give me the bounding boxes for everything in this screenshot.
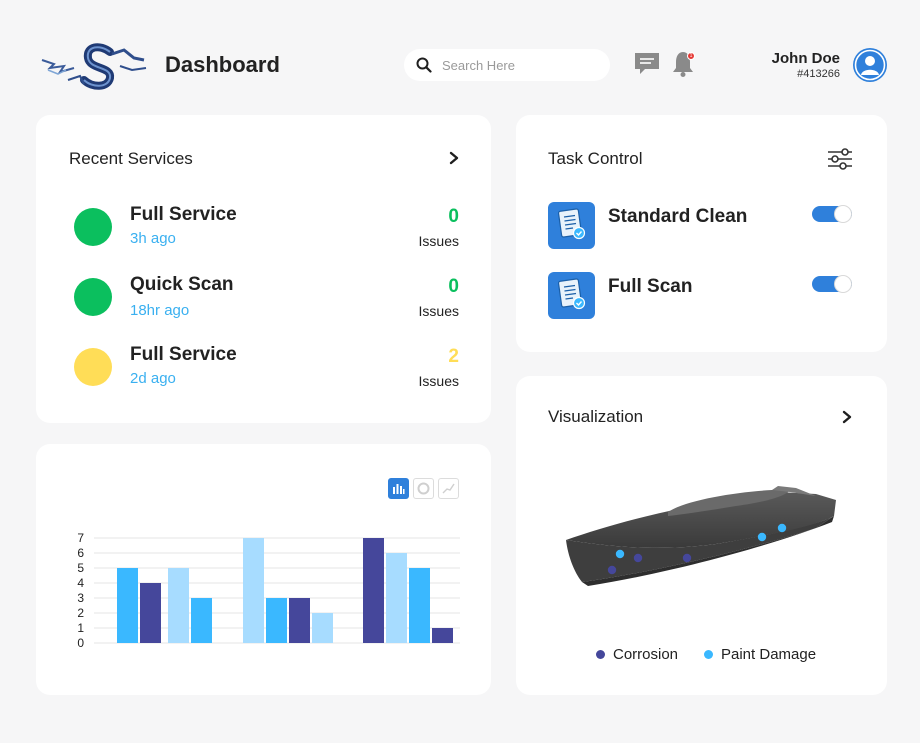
status-dot bbox=[74, 348, 112, 386]
legend-dot bbox=[704, 650, 713, 659]
legend-label: Corrosion bbox=[613, 646, 679, 663]
service-row[interactable]: Full Service 3h ago 0 Issues bbox=[36, 198, 491, 258]
task-toggle[interactable] bbox=[812, 205, 852, 223]
bar[interactable] bbox=[386, 553, 407, 643]
service-time: 2d ago bbox=[130, 370, 176, 387]
corrosion-marker[interactable] bbox=[682, 553, 692, 563]
service-row[interactable]: Full Service 2d ago 2 Issues bbox=[36, 338, 491, 398]
toggle-knob bbox=[834, 205, 852, 223]
bar[interactable] bbox=[289, 598, 310, 643]
toggle-knob bbox=[834, 275, 852, 293]
task-name: Full Scan bbox=[608, 276, 693, 297]
issues-label: Issues bbox=[418, 233, 459, 249]
header: Dashboard 1 John Doe #413266 bbox=[0, 0, 920, 110]
issues-label: Issues bbox=[418, 373, 459, 389]
donut-chart-icon bbox=[417, 482, 430, 495]
task-control-card: Task Control Standard Clean bbox=[516, 115, 887, 352]
task-row: Standard Clean bbox=[516, 202, 887, 252]
y-tick-label: 3 bbox=[77, 591, 84, 605]
checklist-icon bbox=[548, 202, 595, 249]
search-input[interactable] bbox=[442, 57, 592, 73]
recent-services-card: Recent Services Full Service 3h ago 0 Is… bbox=[36, 115, 491, 423]
service-time: 18hr ago bbox=[130, 302, 190, 319]
pie-chart-button[interactable] bbox=[413, 478, 434, 499]
notification-count: 1 bbox=[689, 53, 693, 59]
bar[interactable] bbox=[432, 628, 453, 643]
chat-icon[interactable] bbox=[633, 51, 661, 77]
bar[interactable] bbox=[409, 568, 430, 643]
y-tick-label: 2 bbox=[77, 606, 84, 620]
legend-item-paint-damage: Paint Damage bbox=[704, 646, 816, 663]
bar[interactable] bbox=[140, 583, 161, 643]
user-icon bbox=[854, 49, 886, 81]
service-name: Full Service bbox=[130, 204, 237, 225]
settings-sliders-icon[interactable] bbox=[827, 148, 853, 170]
page-title: Dashboard bbox=[165, 52, 280, 77]
paint-damage-marker[interactable] bbox=[615, 549, 625, 559]
y-tick-label: 1 bbox=[77, 621, 84, 635]
y-tick-label: 4 bbox=[77, 576, 84, 590]
bar[interactable] bbox=[363, 538, 384, 643]
chevron-right-icon[interactable] bbox=[841, 410, 853, 424]
y-tick-label: 6 bbox=[77, 546, 84, 560]
y-tick-label: 0 bbox=[77, 636, 84, 650]
task-toggle[interactable] bbox=[812, 275, 852, 293]
boat-3d-model[interactable] bbox=[516, 376, 887, 636]
issues-label: Issues bbox=[418, 303, 459, 319]
bar-chart-icon bbox=[393, 484, 405, 494]
service-row[interactable]: Quick Scan 18hr ago 0 Issues bbox=[36, 268, 491, 328]
visualization-title: Visualization bbox=[548, 407, 644, 426]
legend-label: Paint Damage bbox=[721, 646, 817, 663]
task-control-title: Task Control bbox=[548, 149, 643, 168]
task-row: Full Scan bbox=[516, 272, 887, 322]
user-name: John Doe bbox=[771, 50, 840, 67]
notifications-button[interactable]: 1 bbox=[671, 50, 697, 78]
y-tick-label: 5 bbox=[77, 561, 84, 575]
bar[interactable] bbox=[266, 598, 287, 643]
line-chart-icon bbox=[442, 483, 455, 494]
bar-chart-button[interactable] bbox=[388, 478, 409, 499]
defect-markers bbox=[607, 523, 787, 575]
bar[interactable] bbox=[168, 568, 189, 643]
legend-item-corrosion: Corrosion bbox=[596, 646, 678, 663]
status-dot bbox=[74, 278, 112, 316]
issue-count: 0 bbox=[448, 276, 459, 297]
bar[interactable] bbox=[243, 538, 264, 643]
checklist-icon bbox=[548, 272, 595, 319]
bar[interactable] bbox=[117, 568, 138, 643]
line-chart-button[interactable] bbox=[438, 478, 459, 499]
y-tick-label: 7 bbox=[77, 531, 84, 545]
task-name: Standard Clean bbox=[608, 206, 748, 227]
corrosion-marker[interactable] bbox=[607, 565, 617, 575]
paint-damage-marker[interactable] bbox=[757, 532, 767, 542]
service-time: 3h ago bbox=[130, 230, 176, 247]
logo[interactable] bbox=[40, 40, 148, 92]
notification-badge: 1 bbox=[687, 52, 695, 60]
bar[interactable] bbox=[312, 613, 333, 643]
search-icon bbox=[416, 57, 432, 73]
chevron-right-icon[interactable] bbox=[448, 151, 460, 165]
avatar[interactable] bbox=[853, 48, 887, 82]
recent-services-title: Recent Services bbox=[69, 149, 193, 168]
visualization-card: Visualization Corrosion Paint Damage bbox=[516, 376, 887, 695]
bar[interactable] bbox=[191, 598, 212, 643]
user-id: #413266 bbox=[797, 68, 840, 80]
issue-count: 2 bbox=[448, 346, 459, 367]
service-name: Quick Scan bbox=[130, 274, 234, 295]
issue-count: 0 bbox=[448, 206, 459, 227]
paint-damage-marker[interactable] bbox=[777, 523, 787, 533]
corrosion-marker[interactable] bbox=[633, 553, 643, 563]
service-name: Full Service bbox=[130, 344, 237, 365]
legend-dot bbox=[596, 650, 605, 659]
status-dot bbox=[74, 208, 112, 246]
search-bar[interactable] bbox=[404, 49, 610, 81]
